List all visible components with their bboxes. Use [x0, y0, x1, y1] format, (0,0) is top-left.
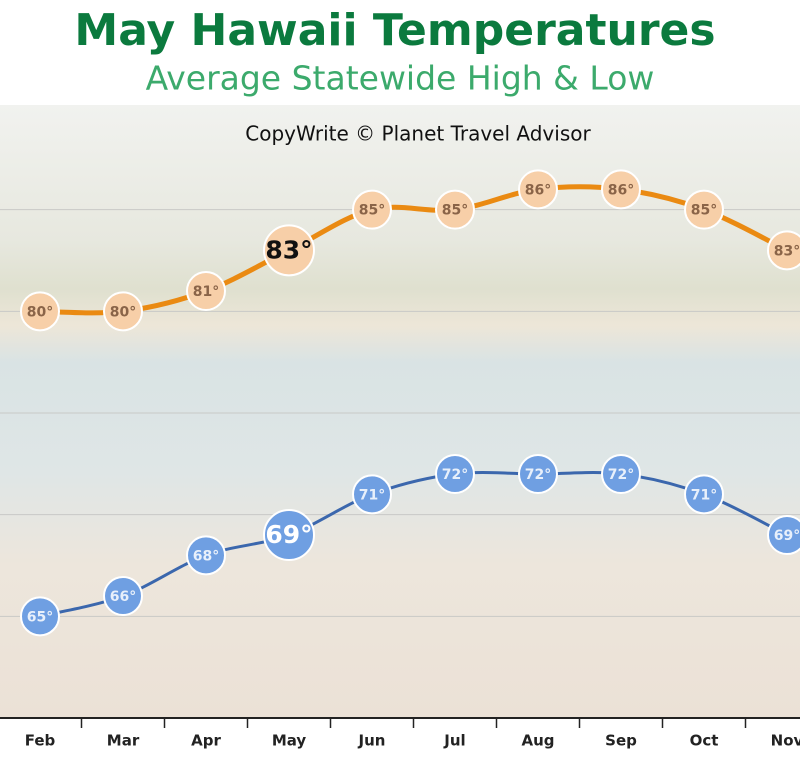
data-point	[352, 189, 392, 230]
data-point	[435, 454, 475, 494]
data-label: 69°	[774, 528, 800, 544]
data-point	[684, 189, 724, 230]
x-tick-label: Apr	[191, 732, 221, 750]
axis-band	[0, 718, 800, 775]
data-point	[518, 454, 558, 494]
data-label: 66°	[110, 589, 136, 605]
data-point	[352, 474, 392, 515]
data-label: 85°	[359, 203, 385, 219]
data-label: 71°	[691, 487, 717, 503]
copyright: CopyWrite © Planet Travel Advisor	[245, 122, 591, 146]
data-label: 83°	[774, 243, 800, 259]
data-point	[684, 474, 724, 515]
x-tick-label: May	[272, 732, 307, 750]
data-label: 65°	[27, 609, 53, 625]
x-tick-label: Feb	[25, 732, 56, 750]
x-tick-label: Nov	[771, 732, 800, 750]
x-tick-label: Oct	[690, 732, 719, 750]
data-label: 72°	[525, 467, 551, 483]
data-label: 72°	[608, 467, 634, 483]
data-point	[103, 291, 143, 332]
x-tick-label: Aug	[521, 732, 554, 750]
x-tick-label: Jul	[443, 732, 465, 750]
data-label: 83°	[265, 235, 312, 264]
data-point	[767, 230, 800, 271]
data-point	[435, 189, 475, 230]
data-point	[518, 169, 558, 210]
data-label: 80°	[110, 304, 136, 320]
x-tick-label: Mar	[107, 732, 140, 750]
data-label: 85°	[442, 203, 468, 219]
data-label: 86°	[525, 182, 551, 198]
data-label: 68°	[193, 548, 219, 564]
data-point	[20, 291, 60, 332]
x-tick-label: Sep	[605, 732, 637, 750]
data-label: 71°	[359, 487, 385, 503]
data-point	[601, 169, 641, 210]
chart-subtitle: Average Statewide High & Low	[146, 59, 655, 98]
x-tick-label: Jun	[358, 732, 386, 750]
data-label: 85°	[691, 203, 717, 219]
data-point	[767, 515, 800, 555]
data-label: 81°	[193, 284, 219, 300]
data-label: 86°	[608, 182, 634, 198]
data-point	[263, 509, 315, 561]
series-line	[39, 471, 788, 618]
background-photo	[0, 105, 800, 718]
data-point	[20, 596, 60, 637]
data-label: 72°	[442, 467, 468, 483]
data-point	[186, 271, 226, 311]
data-label: 80°	[27, 304, 53, 320]
series-line	[39, 184, 789, 316]
data-point	[263, 224, 315, 277]
chart-title: May Hawaii Temperatures	[74, 5, 715, 56]
data-point	[601, 454, 641, 494]
data-label: 69°	[265, 520, 312, 549]
header	[0, 0, 800, 105]
data-point	[186, 535, 226, 576]
data-point	[103, 576, 143, 616]
